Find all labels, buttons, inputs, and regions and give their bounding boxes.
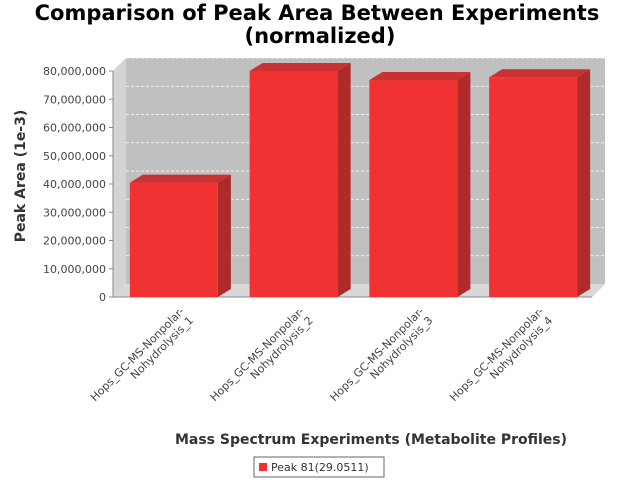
bar bbox=[369, 72, 471, 297]
bar-top bbox=[129, 174, 231, 183]
bars bbox=[129, 63, 591, 297]
y-tick-label: 40,000,000 bbox=[43, 178, 106, 191]
y-tick-label: 30,000,000 bbox=[43, 206, 106, 219]
plot-floor bbox=[113, 284, 605, 297]
bar-top bbox=[249, 63, 351, 71]
legend-box bbox=[253, 456, 385, 478]
legend-swatch bbox=[259, 463, 267, 471]
chart-title-line2: (normalized) bbox=[245, 24, 396, 48]
bar-front bbox=[249, 71, 338, 297]
bar-top bbox=[369, 72, 471, 81]
bar-side bbox=[577, 69, 591, 297]
y-tick-label: 10,000,000 bbox=[43, 263, 106, 276]
y-tick-label: 0 bbox=[99, 291, 106, 304]
y-tick-label: 60,000,000 bbox=[43, 122, 106, 135]
legend-label: Peak 81(29.0511) bbox=[271, 461, 369, 474]
x-tick-label: Hops_GC-MS-Nonpolar- bbox=[327, 305, 426, 404]
y-axis-ticks: 0 10,000,000 20,000,000 30,000,000 40,000,00… bbox=[43, 65, 113, 304]
y-tick-label: 70,000,000 bbox=[43, 93, 106, 106]
bar-side bbox=[217, 174, 231, 297]
bar-top bbox=[489, 69, 591, 78]
bar-front bbox=[489, 77, 578, 297]
y-tick-label: 80,000,000 bbox=[43, 65, 106, 78]
x-axis-title: Mass Spectrum Experiments (Metabolite Pr… bbox=[175, 432, 567, 448]
y-tick-label: 50,000,000 bbox=[43, 150, 106, 163]
bar-front bbox=[369, 80, 458, 297]
bar bbox=[249, 63, 351, 297]
plot-area bbox=[112, 58, 605, 298]
legend: Peak 81(29.0511) bbox=[253, 456, 385, 478]
bar-side bbox=[337, 63, 351, 297]
plot-side-wall bbox=[113, 58, 126, 297]
x-axis-labels: Hops_GC-MS-Nonpolar-Nohydrolysis_1 Hops_G… bbox=[88, 305, 555, 404]
bar bbox=[489, 69, 591, 297]
y-tick-label: 20,000,000 bbox=[43, 235, 106, 248]
chart-title-line1: Comparison of Peak Area Between Experime… bbox=[35, 1, 600, 25]
bar-front bbox=[129, 182, 218, 297]
bar-side bbox=[457, 72, 471, 297]
x-tick-label: Hops_GC-MS-Nonpolar- bbox=[88, 305, 187, 404]
y-axis-title: Peak Area (1e-3) bbox=[13, 110, 29, 243]
bar bbox=[129, 174, 231, 297]
x-tick-label: Hops_GC-MS-Nonpolar- bbox=[447, 305, 546, 404]
plot-background bbox=[113, 58, 605, 297]
x-tick-label: Hops_GC-MS-Nonpolar- bbox=[208, 305, 307, 404]
